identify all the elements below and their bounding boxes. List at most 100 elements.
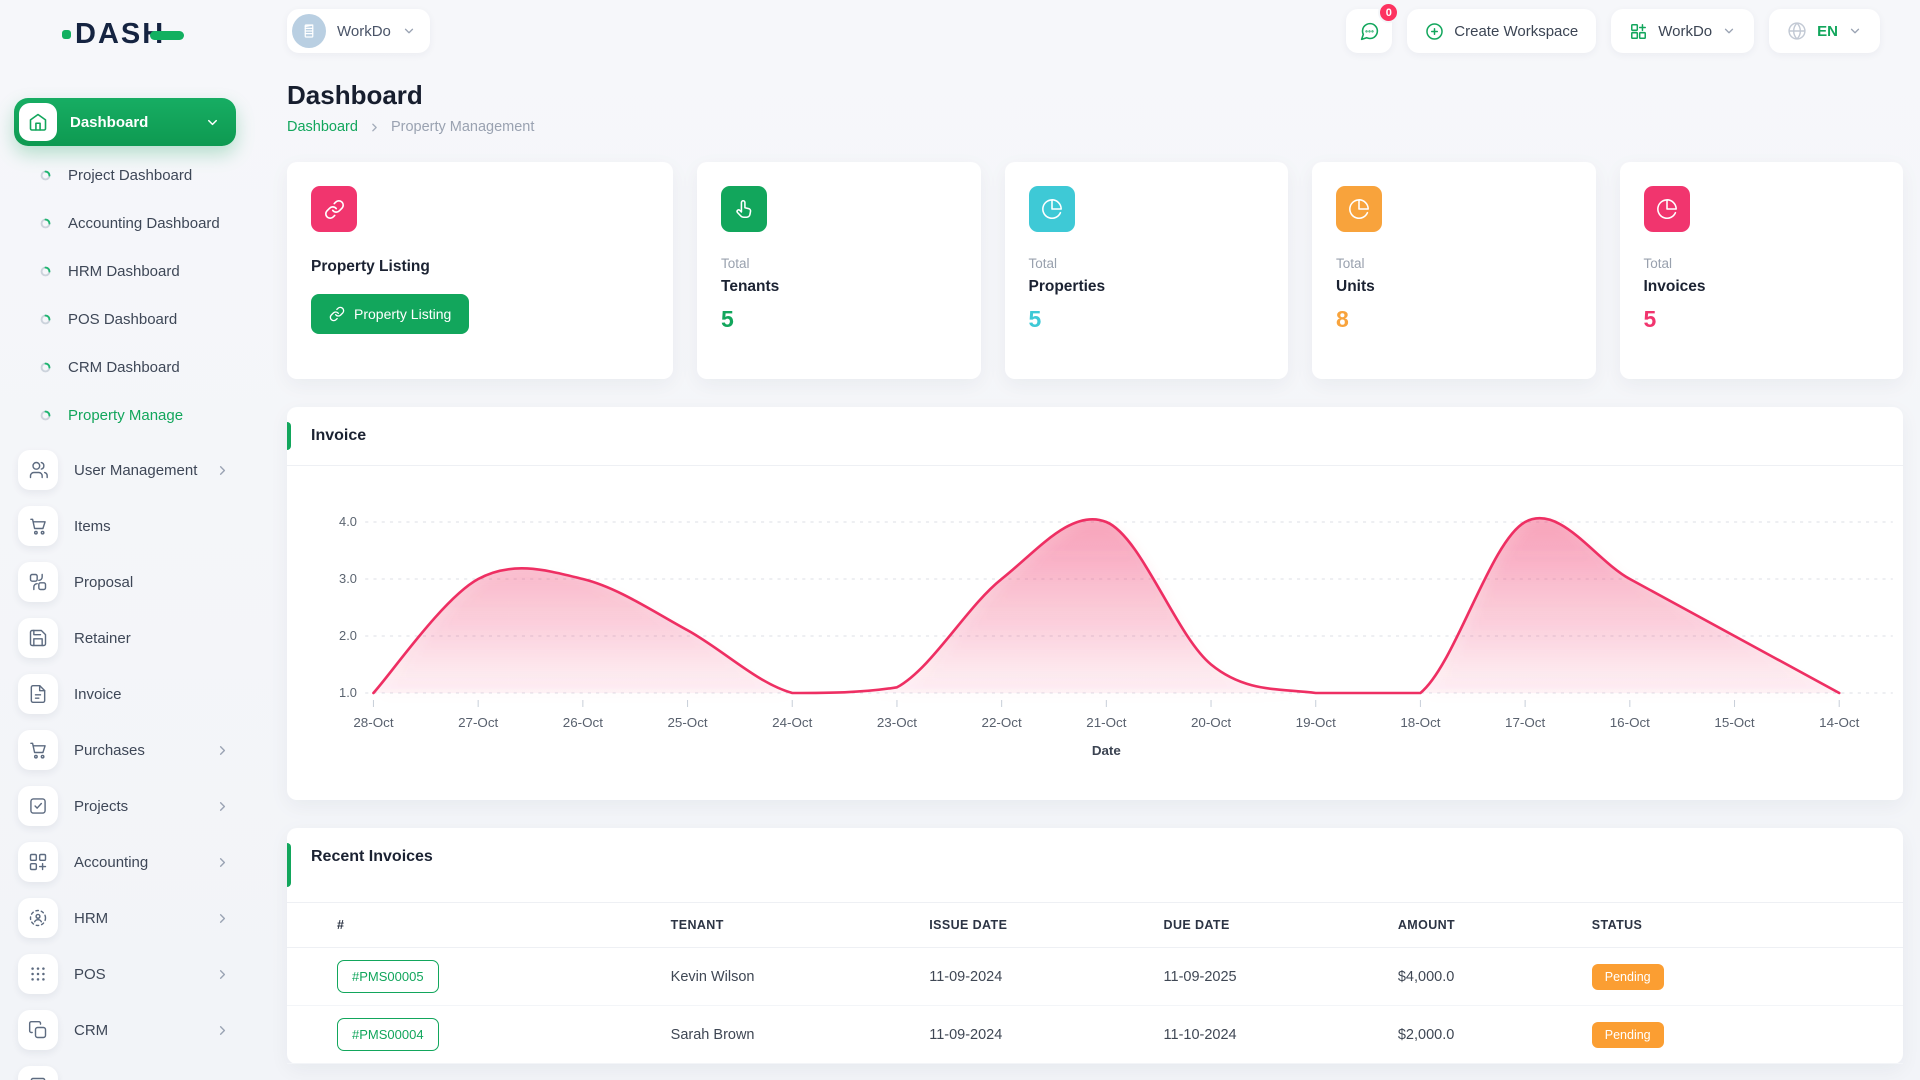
sidebar-item-label: Property Manage [68,406,184,424]
breadcrumb-home-link[interactable]: Dashboard [287,119,358,135]
chevron-right-icon [215,799,230,814]
total-properties-card: Total Properties 5 [1004,162,1288,379]
issue-date-cell: 11-09-2024 [917,1005,1152,1064]
sidebar-item-invoice[interactable]: Invoice [0,666,250,722]
invoice-id-button[interactable]: #PMS00005 [337,960,439,993]
create-workspace-button[interactable]: Create Workspace [1407,9,1597,53]
sidebar-item-label: POS Dashboard [68,310,178,328]
main-content: WorkDo 0 Create Workspace WorkDo EN [250,0,1920,1064]
sidebar-item-purchases[interactable]: Purchases [0,722,250,778]
property-listing-button[interactable]: Property Listing [311,294,470,334]
hand-pointer-icon [721,186,767,232]
invoice-chart-area: 1.0 2.0 3.0 4.0 28-Oct 27-Oct 26-Oct 25-Oct 24-O… [287,466,1903,800]
recent-invoices-title: Recent Invoices [311,848,433,865]
tenant-cell: Kevin Wilson [658,947,918,1006]
column-header-issue-date: ISSUE DATE [917,902,1152,948]
stat-value: 5 [1028,306,1042,332]
svg-text:Date: Date [1092,743,1121,758]
topbar-actions: 0 Create Workspace WorkDo EN [1346,2,1880,53]
sidebar-item-items[interactable]: Items [0,498,250,554]
tenant-cell: Sarah Brown [658,1005,918,1064]
segment-circle-icon [40,170,51,180]
stat-caption: Total [721,256,750,271]
card-title: Property Listing [311,258,430,275]
table-row: #PMS00005 Kevin Wilson 11-09-2024 11-09-… [287,947,1903,1006]
sidebar-item-hrm[interactable]: HRM [0,890,250,946]
sidebar-item-proposal[interactable]: Proposal [0,554,250,610]
sidebar-item-crm[interactable]: CRM [0,1002,250,1058]
sidebar-item-dashboard[interactable]: Dashboard [14,98,236,146]
sidebar-item-user-management[interactable]: User Management [0,442,250,498]
invoice-id-button[interactable]: #PMS00004 [337,1018,439,1051]
language-selector[interactable]: EN [1769,9,1880,53]
svg-text:23-Oct: 23-Oct [877,715,918,730]
svg-text:2.0: 2.0 [339,629,357,643]
stat-caption: Total [1643,256,1673,271]
invoice-panel-title: Invoice [311,427,367,444]
plus-circle-icon [1426,22,1444,40]
messages-button[interactable]: 0 [1346,2,1400,53]
sidebar-item-accounting[interactable]: Accounting [0,834,250,890]
chevron-down-icon [402,24,416,38]
svg-text:14-Oct: 14-Oct [1819,715,1860,730]
sidebar-item-property-manage-dashboard[interactable]: Property Manage [0,391,250,439]
check-square-icon [18,786,58,826]
pie-chart-icon [1643,186,1690,232]
building-icon [18,1066,58,1080]
chevron-right-icon [215,463,230,478]
workspace-menu-button[interactable]: WorkDo [1611,9,1755,53]
sidebar-item-retainer[interactable]: Retainer [0,610,250,666]
sidebar-item-crm-dashboard[interactable]: CRM Dashboard [0,343,250,391]
sidebar-item-label: Proposal [74,573,134,591]
svg-text:28-Oct: 28-Oct [353,715,394,730]
proposal-icon [18,562,58,602]
invoice-area-chart: 1.0 2.0 3.0 4.0 28-Oct 27-Oct 26-Oct 25-Oct 24-O… [339,515,1893,758]
sidebar-item-property-manage[interactable]: Property Manage [0,1058,250,1080]
chevron-right-icon [368,121,381,134]
sidebar-item-project-dashboard[interactable]: Project Dashboard [0,151,250,199]
svg-text:3.0: 3.0 [339,572,357,586]
stat-title: Tenants [721,278,780,295]
amount-cell: $4,000.0 [1385,947,1580,1006]
stat-caption: Total [1028,256,1058,271]
svg-text:26-Oct: 26-Oct [563,715,604,730]
language-label: EN [1817,22,1838,40]
sidebar-item-hrm-dashboard[interactable]: HRM Dashboard [0,247,250,295]
chat-bubble-icon [1360,22,1378,40]
sidebar-item-accounting-dashboard[interactable]: Accounting Dashboard [0,199,250,247]
due-date-cell: 11-09-2025 [1151,947,1386,1006]
globe-icon [1788,22,1806,40]
sidebar-item-pos[interactable]: POS [0,946,250,1002]
svg-text:15-Oct: 15-Oct [1714,715,1755,730]
logo-text: DASH [75,17,166,50]
chevron-down-icon [1722,24,1736,38]
sidebar-item-label: Invoice [74,685,122,703]
due-date-cell: 11-10-2024 [1151,1005,1386,1064]
chevron-right-icon [215,967,230,982]
users-icon [18,450,58,490]
property-listing-card: Property Listing Property Listing [287,162,673,379]
svg-text:4.0: 4.0 [339,515,357,529]
workspace-selector[interactable]: WorkDo [287,9,430,53]
segment-circle-icon [40,266,51,276]
home-icon [19,103,57,141]
notification-badge: 0 [1378,2,1400,23]
accent-bar [287,422,291,450]
grid-plus-icon [1631,23,1647,39]
brand-logo[interactable]: DASH [0,12,250,56]
invoice-chart-panel: Invoice 1.0 2.0 3.0 4.0 28-Oct 27-Oct 26-Oct 25… [287,407,1903,800]
sidebar-item-pos-dashboard[interactable]: POS Dashboard [0,295,250,343]
sidebar-item-label: Retainer [74,629,131,647]
svg-text:21-Oct: 21-Oct [1086,715,1127,730]
svg-text:22-Oct: 22-Oct [982,715,1023,730]
stat-title: Invoices [1643,278,1706,295]
svg-text:24-Oct: 24-Oct [772,715,813,730]
sidebar-item-projects[interactable]: Projects [0,778,250,834]
column-header-due-date: DUE DATE [1151,902,1386,948]
document-icon [18,674,58,714]
breadcrumb: Dashboard Property Management [287,119,1903,135]
dashboard-submenu: Project Dashboard Accounting Dashboard H… [0,151,250,439]
chevron-right-icon [215,743,230,758]
sidebar-item-label: CRM Dashboard [68,358,180,376]
sidebar-item-label: CRM [74,1021,109,1039]
